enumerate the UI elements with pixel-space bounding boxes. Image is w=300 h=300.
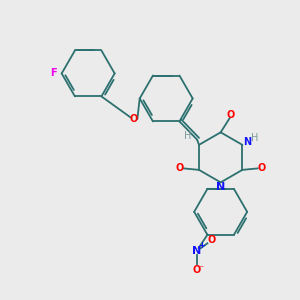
Text: O: O (208, 235, 216, 245)
Text: H: H (184, 131, 191, 141)
Text: O: O (227, 110, 235, 120)
Text: O: O (193, 265, 201, 275)
Text: O: O (130, 114, 138, 124)
Text: N: N (193, 246, 202, 256)
Text: N: N (244, 137, 252, 147)
Text: ⁻: ⁻ (199, 264, 204, 274)
Text: F: F (50, 68, 56, 78)
Text: O: O (175, 164, 183, 173)
Text: N: N (216, 182, 225, 192)
Text: +: + (198, 242, 205, 250)
Text: H: H (251, 134, 258, 143)
Text: O: O (258, 164, 266, 173)
